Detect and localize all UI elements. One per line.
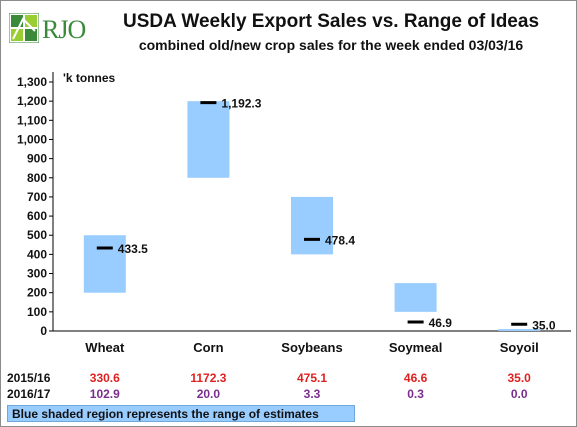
table-cell: 3.3	[303, 387, 321, 401]
y-tick-label: 1,200	[17, 94, 47, 108]
y-tick-label: 900	[27, 152, 47, 166]
y-tick-label: 800	[27, 171, 47, 185]
table-cell: 330.6	[89, 371, 120, 385]
table-cell: 0.3	[407, 387, 424, 401]
range-bar-soymeal	[394, 283, 437, 312]
y-tick-label: 1,100	[17, 113, 47, 127]
range-bar-wheat	[83, 235, 126, 293]
y-tick-label: 700	[27, 190, 47, 204]
y-tick-label: 600	[27, 209, 47, 223]
table-cell: 0.0	[510, 387, 528, 401]
table-cell: 46.6	[403, 371, 428, 385]
y-tick-label: 400	[27, 247, 47, 261]
y-tick-label: 1,300	[17, 75, 47, 89]
category-label-soybeans: Soybeans	[281, 340, 342, 355]
category-label-soyoil: Soyoil	[500, 340, 539, 355]
range-bar-corn	[187, 101, 230, 178]
range-bar-soybeans	[291, 196, 333, 255]
table-cell: 35.0	[507, 371, 531, 385]
rjo-logo-text: RJO	[42, 15, 86, 44]
category-label-wheat: Wheat	[85, 340, 125, 355]
table-cell: 102.9	[89, 387, 120, 401]
actual-value-label: 478.4	[325, 233, 355, 247]
table-cell: 1172.3	[190, 371, 227, 385]
range-note: Blue shaded region represents the range …	[7, 405, 355, 422]
y-tick-label: 500	[27, 228, 47, 242]
actual-value-label: 433.5	[118, 242, 148, 256]
actual-value-label: 1,192.3	[221, 97, 261, 111]
rjo-logo-icon	[9, 13, 39, 43]
y-tick-label: 100	[27, 305, 47, 319]
actual-value-label: 35.0	[532, 318, 556, 332]
row-label: 2015/16	[7, 371, 51, 385]
rjo-logo: RJO	[9, 13, 89, 47]
row-label: 2016/17	[7, 387, 51, 401]
table-cell: 20.0	[196, 387, 221, 401]
table-cell: 475.1	[296, 371, 328, 385]
chart-title: USDA Weekly Export Sales vs. Range of Id…	[122, 11, 540, 32]
y-axis-label: 'k tonnes	[63, 71, 116, 85]
y-tick-label: 300	[27, 267, 47, 281]
chart-subtitle: combined old/new crop sales for the week…	[138, 37, 524, 53]
category-label-corn: Corn	[193, 340, 223, 355]
plot-area: 'k tonnes 0 100 200 300 400 500 600 700 800 900 1,0…	[17, 71, 571, 355]
y-tick-label: 0	[40, 324, 47, 338]
y-tick-label: 200	[27, 286, 47, 300]
range-bar-soyoil	[498, 329, 541, 331]
actual-value-label: 46.9	[429, 316, 453, 330]
y-tick-label: 1,000	[17, 132, 47, 146]
category-label-soymeal: Soymeal	[389, 340, 442, 355]
